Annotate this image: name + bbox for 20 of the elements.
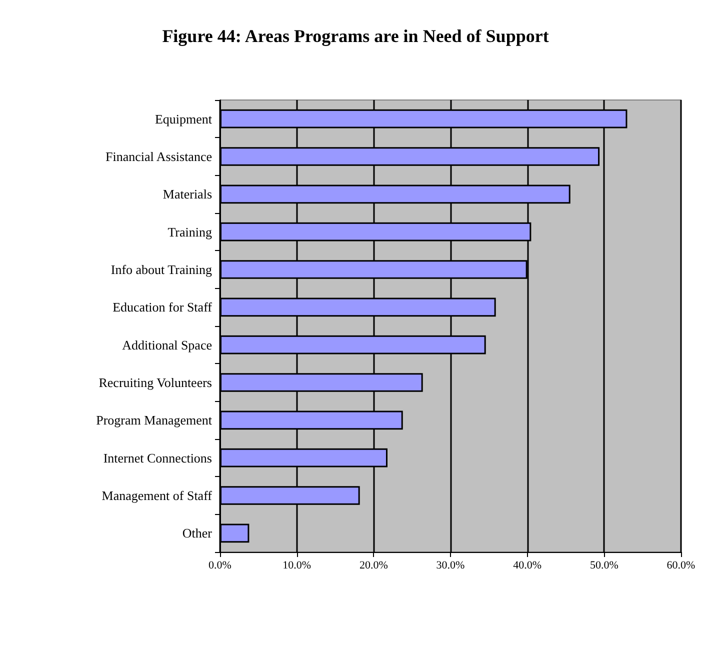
chart-title: Figure 44: Areas Programs are in Need of Support	[162, 26, 549, 46]
y-tick-label: Management of Staff	[102, 488, 213, 503]
y-tick-label: Info about Training	[110, 262, 212, 277]
x-tick-label: 20.0%	[359, 560, 388, 572]
y-tick-label: Training	[168, 224, 212, 240]
x-tick-label: 40.0%	[513, 560, 542, 572]
y-tick-label: Program Management	[96, 412, 212, 428]
x-tick-label: 50.0%	[590, 560, 618, 572]
y-tick-label: Equipment	[154, 111, 212, 126]
y-tick-label: Internet Connections	[103, 450, 212, 466]
x-tick-label: 10.0%	[282, 560, 312, 572]
y-tick-label: Materials	[162, 186, 212, 202]
y-tick-label: Education for Staff	[112, 300, 213, 315]
x-tick-label: 60.0%	[666, 560, 696, 572]
y-tick-label: Financial Assistance	[105, 149, 212, 164]
y-tick-label: Other	[182, 526, 213, 541]
y-tick-label: Additional Space	[122, 337, 212, 352]
x-tick-label: 0.0%	[208, 560, 232, 572]
y-tick-label: Recruiting Volunteers	[98, 375, 212, 390]
x-tick-label: 30.0%	[436, 560, 465, 572]
